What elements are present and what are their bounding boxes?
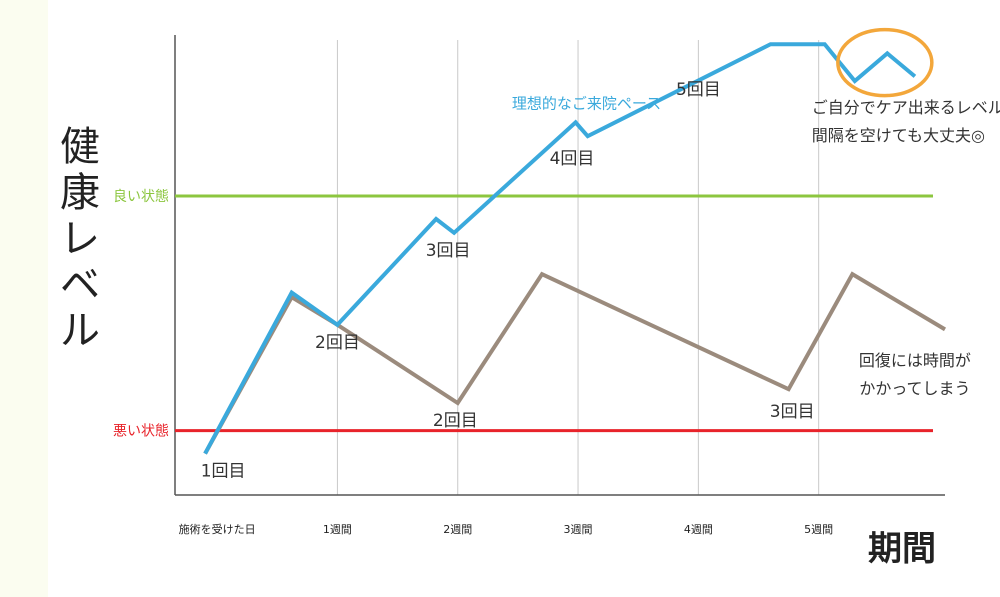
- x-tick-label: 4週間: [684, 523, 713, 536]
- series-line: [203, 42, 917, 455]
- note-text: 間隔を空けても大丈夫◎: [812, 126, 985, 145]
- y-axis-label-char: 健: [60, 124, 100, 170]
- point-label: 1回目: [201, 462, 246, 482]
- y-axis-label-char: 康: [60, 170, 100, 216]
- x-tick-label: 3週間: [564, 523, 593, 536]
- highlight-circle: [836, 27, 934, 98]
- point-label: 2回目: [315, 333, 360, 353]
- x-tick-label: 2週間: [443, 523, 472, 536]
- point-label: 3回目: [426, 241, 471, 261]
- point-label: 2回目: [433, 411, 478, 431]
- series-label: 理想的なご来院ペース: [512, 95, 661, 113]
- x-tick-label: 1週間: [323, 523, 352, 536]
- point-label: 4回目: [550, 149, 595, 169]
- y-axis-label-char: ル: [60, 308, 100, 354]
- note-text: 回復には時間が: [859, 351, 971, 370]
- series-line: [203, 271, 947, 455]
- note-text: かかってしまう: [859, 379, 970, 398]
- note-text: ご自分でケア出来るレベル: [812, 98, 1000, 117]
- x-tick-label: 施術を受けた日: [179, 523, 256, 536]
- x-axis-label: 期間: [868, 529, 936, 569]
- left-margin-strip: [0, 0, 48, 597]
- reference-label: 悪い状態: [113, 424, 169, 440]
- point-label: 5回目: [676, 80, 721, 100]
- y-axis-label-char: ベ: [60, 262, 100, 308]
- x-tick-label: 5週間: [804, 523, 833, 536]
- reference-label: 良い状態: [113, 189, 169, 205]
- point-label: 3回目: [770, 402, 815, 422]
- y-axis-label-char: レ: [60, 216, 100, 262]
